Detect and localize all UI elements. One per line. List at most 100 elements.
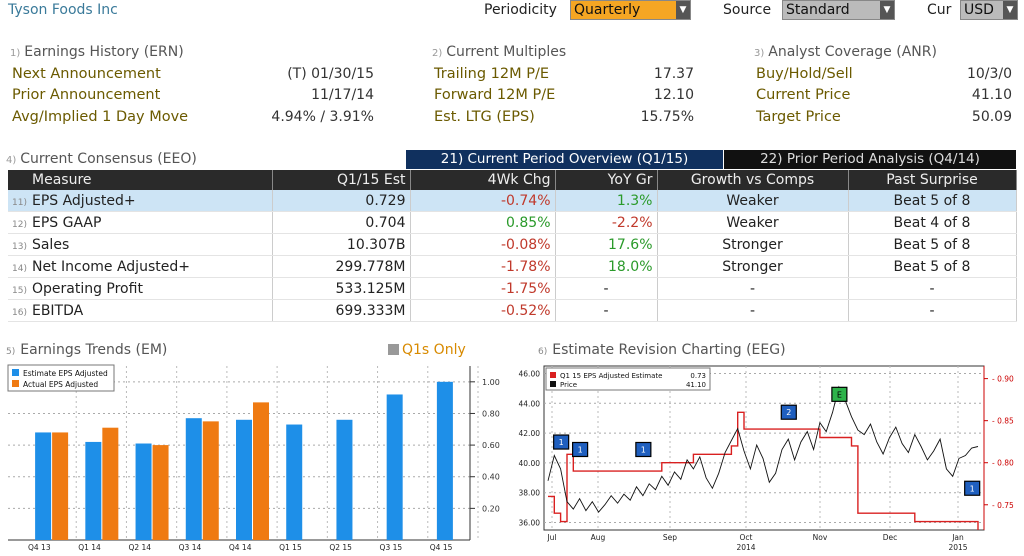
col-yoy-gr[interactable]: YoY Gr [555, 170, 658, 190]
chevron-down-icon: ▼ [676, 1, 690, 19]
x-tick-label: Sep [663, 533, 677, 542]
day-move-label: Avg/Implied 1 Day Move [12, 109, 189, 125]
next-announcement-label: Next Announcement [12, 66, 161, 82]
source-dropdown[interactable]: Standard ▼ [782, 0, 895, 20]
revision-marker [780, 404, 797, 420]
growth-vs-comps-cell: Weaker [657, 211, 849, 234]
tab-prior-period[interactable]: 22) Prior Period Analysis (Q4/14) [724, 150, 1016, 169]
cur-label: Cur [927, 2, 952, 18]
past-surprise-cell: Beat 5 of 8 [848, 255, 1017, 278]
measure-cell: 16) EBITDA [8, 299, 273, 322]
growth-vs-comps-cell: Weaker [657, 190, 849, 212]
estimate-bar [236, 419, 252, 540]
forward-pe-label: Forward 12M P/E [434, 87, 556, 103]
q1s-only-toggle[interactable]: Q1s Only [388, 342, 466, 358]
revision-marker [635, 441, 652, 458]
table-row[interactable]: 14) Net Income Adjusted+ 299.778M -1.78% 18.… [8, 255, 1017, 278]
growth-vs-comps-cell: Stronger [657, 233, 849, 256]
x-year-label: 2015 [948, 543, 967, 552]
left-tick-label: 38.00 [519, 489, 541, 498]
4wk-chg-cell: -0.74% [410, 190, 556, 212]
revision-marker-label: 2 [786, 408, 791, 417]
x-tick-label: Q2 14 [128, 543, 151, 552]
source-value: Standard [786, 2, 850, 18]
table-row[interactable]: 16) EBITDA 699.333M -0.52% - - - [8, 299, 1017, 322]
right-tick-label: - 0.75 [992, 501, 1014, 510]
legend-label-price: Price [560, 381, 577, 389]
revision-marker-label: E [837, 390, 842, 399]
earnings-history-header[interactable]: 1) Earnings History (ERN) [10, 44, 184, 60]
target-price-label: Target Price [756, 109, 841, 125]
right-tick-label: - 0.90 [992, 375, 1014, 384]
source-label: Source [723, 2, 772, 18]
col-past-surprise[interactable]: Past Surprise [848, 170, 1017, 190]
current-price-value: 41.10 [971, 87, 1012, 103]
estimate-bar [85, 441, 102, 540]
y-tick-label: 0.40 [482, 473, 500, 482]
revision-marker [553, 434, 570, 450]
estimate-cell: 699.333M [272, 299, 411, 322]
revision-marker [831, 386, 848, 402]
estimate-bar [185, 418, 202, 540]
growth-vs-comps-cell: Stronger [657, 255, 849, 278]
estimate-bar [336, 419, 353, 540]
estimate-bar [35, 432, 52, 540]
analyst-coverage-header[interactable]: 3) Analyst Coverage (ANR) [754, 44, 937, 60]
buy-hold-sell-label: Buy/Hold/Sell [756, 66, 853, 82]
chevron-down-icon: ▼ [880, 1, 894, 19]
col-growth-vs-comps[interactable]: Growth vs Comps [657, 170, 849, 190]
table-row[interactable]: 12) EPS GAAP 0.704 0.85% -2.2% Weaker Beat 4 o… [8, 211, 1017, 234]
periodicity-dropdown[interactable]: Quarterly ▼ [570, 0, 691, 20]
estimate-cell: 0.729 [272, 190, 411, 212]
table-row[interactable]: 13) Sales 10.307B -0.08% 17.6% Stronger Beat 5… [8, 233, 1017, 256]
col-measure[interactable]: Measure [8, 170, 273, 190]
right-tick-label: - 0.80 [992, 459, 1014, 468]
plot-area [543, 365, 985, 531]
past-surprise-cell: - [848, 277, 1017, 300]
x-tick-label: Q4 13 [28, 543, 51, 552]
table-row[interactable]: 11) EPS Adjusted+ 0.729 -0.74% 1.3% Weaker Bea… [8, 190, 1017, 212]
earnings-trends-chart: 0.20 0.40 0.60 0.80 1.00 Q4 13 Q1 14 Q2 14 Q3 14… [7, 364, 500, 552]
actual-bar [152, 445, 169, 540]
y-tick-label: 1.00 [482, 378, 500, 387]
col-estimate[interactable]: Q1/15 Est [272, 170, 411, 190]
estimate-bar [135, 443, 152, 540]
current-price-label: Current Price [756, 87, 851, 103]
consensus-header[interactable]: 4) Current Consensus (EEO) [6, 151, 197, 167]
revision-marker-label: 1 [970, 484, 975, 493]
col-4wk-chg[interactable]: 4Wk Chg [410, 170, 556, 190]
estimate-cell: 10.307B [272, 233, 411, 256]
4wk-chg-cell: 0.85% [410, 211, 556, 234]
est-ltg-label: Est. LTG (EPS) [434, 109, 535, 125]
measure-cell: 13) Sales [8, 233, 273, 256]
current-multiples-header[interactable]: 2) Current Multiples [432, 44, 567, 60]
x-tick-label: Q1 14 [78, 543, 101, 552]
revision-marker-label: 1 [578, 445, 583, 454]
trailing-pe-value: 17.37 [653, 66, 694, 82]
estimate-bar [436, 381, 453, 540]
yoy-gr-cell: -2.2% [555, 211, 658, 234]
right-tick-label: - 0.85 [992, 417, 1014, 426]
legend-box [545, 367, 711, 391]
revision-marker-label: 1 [641, 445, 646, 454]
periodicity-label: Periodicity [484, 2, 557, 18]
periodicity-value: Quarterly [574, 2, 641, 18]
revision-marker [572, 441, 589, 458]
left-tick-label: 36.00 [519, 519, 541, 528]
yoy-gr-cell: 18.0% [555, 255, 658, 278]
earnings-trends-header[interactable]: 5) Earnings Trends (EM) [6, 342, 168, 358]
x-tick-label: Oct [740, 533, 753, 542]
currency-dropdown[interactable]: USD ▼ [960, 0, 1018, 20]
yoy-gr-cell: - [555, 299, 658, 322]
legend-value-price: 41.10 [686, 381, 706, 389]
past-surprise-cell: - [848, 299, 1017, 322]
4wk-chg-cell: -1.78% [410, 255, 556, 278]
x-tick-label: Q4 15 [430, 543, 453, 552]
legend-swatch-price [550, 381, 556, 387]
estimate-bar [286, 424, 303, 540]
table-row[interactable]: 15) Operating Profit 533.125M -1.75% - - - [8, 277, 1017, 300]
tab-current-period[interactable]: 21) Current Period Overview (Q1/15) [406, 150, 723, 169]
growth-vs-comps-cell: - [657, 299, 849, 322]
x-tick-label: Q3 14 [179, 543, 202, 552]
estimate-revision-header[interactable]: 6) Estimate Revision Charting (EEG) [538, 342, 786, 358]
